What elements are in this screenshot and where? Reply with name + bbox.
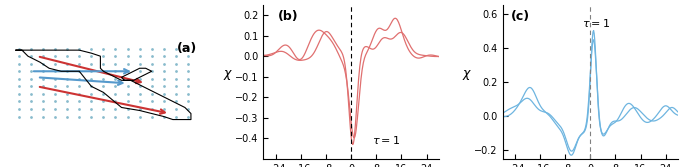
Text: (c): (c): [511, 10, 530, 23]
Text: (b): (b): [277, 10, 298, 23]
Y-axis label: $\chi$: $\chi$: [462, 68, 473, 82]
Text: (a): (a): [177, 42, 197, 55]
Text: $\tau=1$: $\tau=1$: [582, 17, 610, 29]
Y-axis label: $\chi$: $\chi$: [223, 68, 234, 82]
Polygon shape: [16, 50, 191, 120]
Text: $\tau=1$: $\tau=1$: [373, 134, 401, 146]
